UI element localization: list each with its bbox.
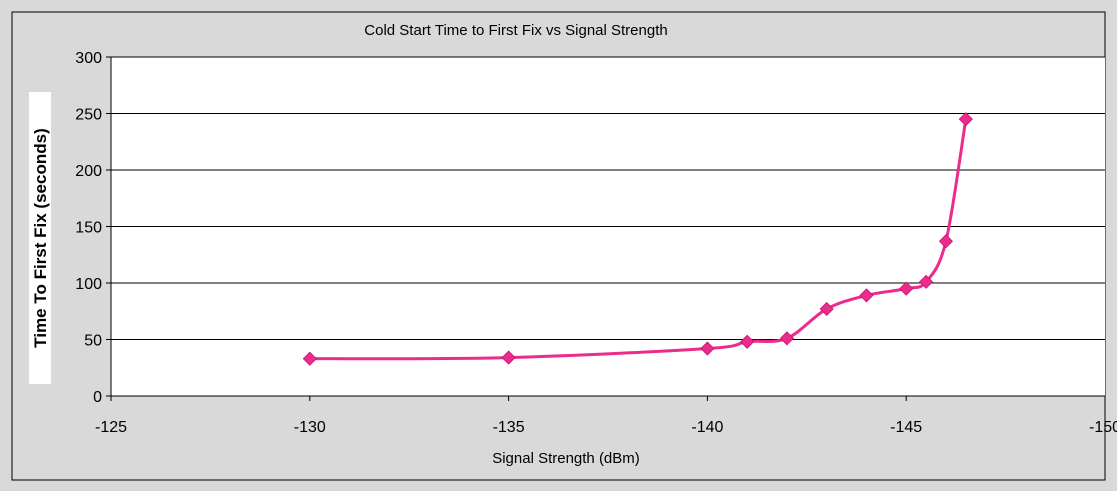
data-point-marker: [501, 350, 516, 365]
y-tick-label: 300: [75, 50, 102, 67]
data-point-marker: [819, 301, 834, 317]
y-tick-label: 200: [75, 163, 102, 180]
y-tick-label: 100: [75, 276, 102, 293]
y-tick-label: 250: [75, 107, 102, 124]
data-point-marker: [919, 274, 934, 289]
y-tick-label: 150: [75, 220, 102, 237]
data-point-marker: [899, 281, 914, 296]
y-tick-label: 0: [93, 389, 102, 406]
x-tick-label: -125: [95, 419, 127, 436]
data-point-marker: [859, 288, 874, 303]
x-tick-label: -140: [691, 419, 723, 436]
data-point-marker: [958, 112, 973, 127]
data-point-marker: [302, 351, 317, 366]
y-axis-label-group: Time To First Fix (seconds): [29, 92, 51, 384]
y-axis-label-background: [29, 92, 51, 384]
x-tick-label: -150: [1089, 419, 1117, 436]
chart-title: Cold Start Time to First Fix vs Signal S…: [364, 22, 667, 39]
data-point-marker: [938, 234, 954, 249]
x-tick-label: -135: [493, 419, 525, 436]
series-layer: [302, 112, 973, 366]
grid-layer: [111, 56, 1105, 340]
y-axis-label: Time To First Fix (seconds): [31, 128, 50, 347]
data-point-marker: [700, 341, 715, 356]
data-point-marker: [740, 334, 755, 349]
x-tick-label: -145: [890, 419, 922, 436]
series-line: [309, 118, 968, 361]
axis-layer: 0 50 100 150 200 250 300 -125 -130 -135 -140 -145 -1…: [75, 50, 1117, 436]
x-tick-label: -130: [294, 419, 326, 436]
data-point-marker: [779, 331, 794, 346]
y-tick-label: 50: [84, 333, 102, 350]
x-axis-label: Signal Strength (dBm): [492, 450, 640, 467]
